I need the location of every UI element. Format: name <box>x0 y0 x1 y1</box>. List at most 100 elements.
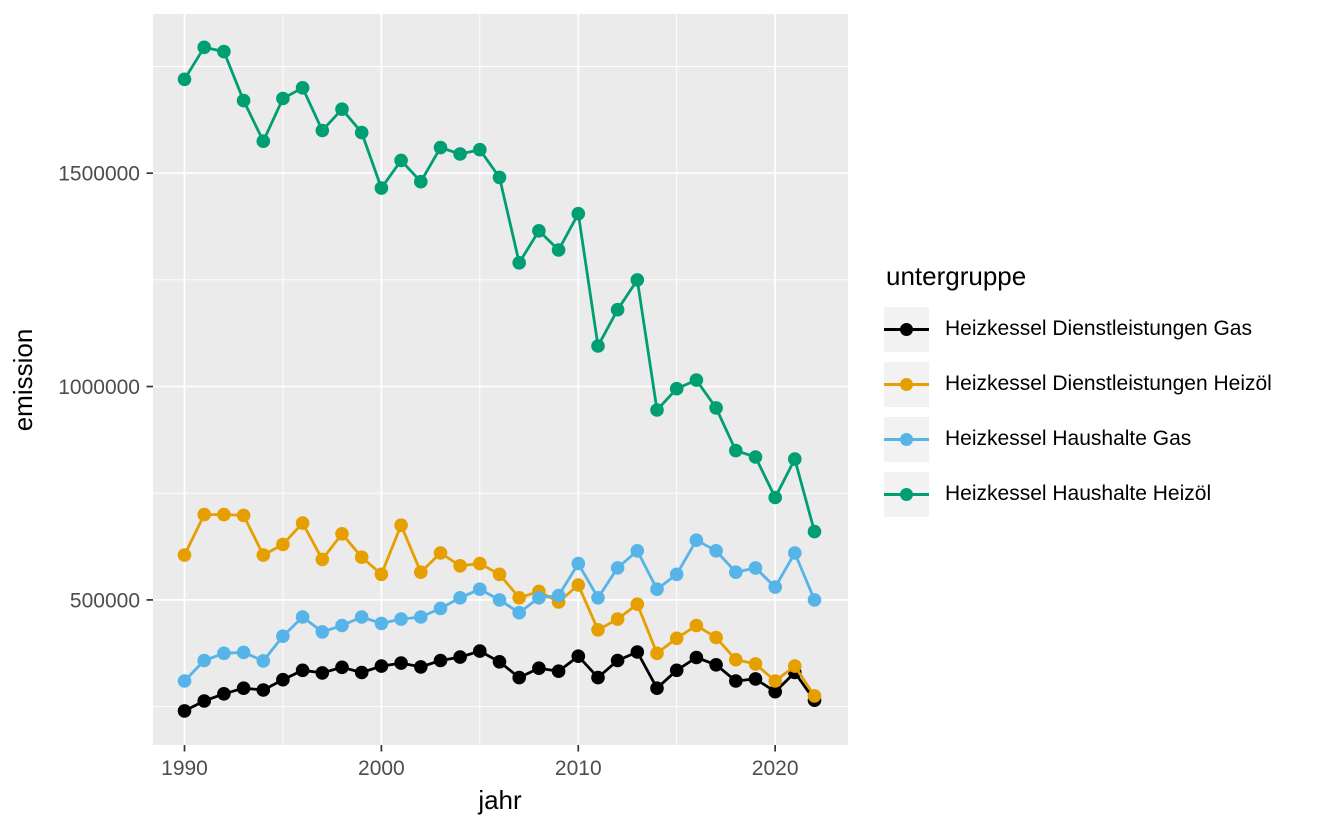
data-point <box>433 653 448 668</box>
x-tick-label: 1990 <box>161 757 208 780</box>
x-tick-label: 2020 <box>752 757 799 780</box>
data-point <box>532 661 546 675</box>
data-point <box>453 147 467 161</box>
legend-key-dot <box>900 377 913 391</box>
axis-labels: 1990 2000 2010 2020 500000 1000000 1500000 <box>58 163 798 780</box>
data-point <box>197 507 211 522</box>
legend-item-label: Heizkessel Dienstleistungen Heizöl <box>945 372 1272 396</box>
data-point <box>197 40 211 55</box>
data-point <box>532 224 546 238</box>
data-point <box>374 567 389 582</box>
data-point <box>551 243 566 257</box>
data-point <box>335 102 349 116</box>
legend-items: Heizkessel Dienstleistungen Gas Heizkesse… <box>884 306 1324 517</box>
legend-key-dot <box>900 322 913 336</box>
data-point <box>256 683 271 697</box>
data-point <box>197 653 211 668</box>
legend: untergruppe Heizkessel Dienstleistungen … <box>884 262 1324 527</box>
data-point <box>236 645 251 660</box>
legend-key <box>884 471 929 517</box>
data-point <box>768 674 782 688</box>
data-point <box>315 666 330 680</box>
data-point <box>610 561 625 575</box>
data-point <box>197 694 211 708</box>
data-point <box>492 170 507 185</box>
data-point <box>669 381 684 396</box>
data-point <box>177 674 192 688</box>
data-point <box>177 704 192 718</box>
data-point <box>768 490 782 505</box>
data-point <box>650 681 664 695</box>
data-point <box>768 684 782 699</box>
data-point <box>591 623 605 637</box>
data-point <box>571 206 586 221</box>
data-point <box>571 649 586 663</box>
data-point <box>512 605 526 620</box>
legend-item: Heizkessel Dienstleistungen Heizöl <box>884 361 1324 407</box>
data-point <box>217 44 231 59</box>
data-point <box>748 561 763 575</box>
data-point <box>473 582 487 596</box>
data-point <box>374 616 389 631</box>
data-point <box>709 544 723 558</box>
legend-key <box>884 306 929 352</box>
data-point <box>512 670 526 685</box>
legend-key-dot <box>900 432 913 446</box>
legend-item-label: Heizkessel Haushalte Heizöl <box>945 482 1212 506</box>
data-point <box>630 544 645 558</box>
data-point <box>177 72 192 87</box>
data-point <box>433 601 448 616</box>
data-point <box>788 546 802 560</box>
series-heizkessel-haushalte-gas <box>177 533 822 688</box>
data-point <box>335 618 349 633</box>
data-point <box>473 142 487 157</box>
data-point <box>630 645 645 659</box>
legend-item-label: Heizkessel Haushalte Gas <box>945 427 1192 451</box>
data-point <box>571 556 586 571</box>
y-tick-label: 1000000 <box>58 376 140 399</box>
data-point <box>315 123 330 138</box>
data-point <box>650 582 664 596</box>
data-point <box>256 548 271 562</box>
data-point <box>453 650 467 664</box>
data-point <box>473 644 487 658</box>
data-point <box>433 546 448 560</box>
legend-title: untergruppe <box>886 261 1027 291</box>
series-heizkessel-dienstleistungen-heiz-l <box>177 507 822 703</box>
data-series <box>177 40 822 718</box>
legend-item: Heizkessel Dienstleistungen Gas <box>884 306 1324 352</box>
data-point <box>276 629 290 643</box>
series-heizkessel-haushalte-heiz-l <box>177 40 822 539</box>
data-point <box>374 181 389 195</box>
series-heizkessel-dienstleistungen-gas <box>177 644 822 718</box>
data-point <box>394 153 408 168</box>
data-point <box>236 508 251 523</box>
data-point <box>748 672 763 686</box>
data-point <box>414 565 428 579</box>
data-point <box>236 681 251 695</box>
data-point <box>295 663 310 678</box>
data-point <box>295 81 310 95</box>
legend-item-label: Heizkessel Dienstleistungen Gas <box>945 317 1252 341</box>
data-point <box>610 653 625 668</box>
data-point <box>669 631 684 646</box>
axis-ticks <box>146 172 777 752</box>
data-point <box>630 597 645 611</box>
data-point <box>335 660 349 675</box>
data-point <box>571 578 586 592</box>
data-point <box>689 373 704 387</box>
data-point <box>354 550 369 564</box>
data-point <box>610 612 625 626</box>
data-point <box>217 646 231 661</box>
x-axis-title: jahr <box>477 785 522 815</box>
plot-panel <box>153 14 848 745</box>
y-tick-label: 1500000 <box>58 163 140 186</box>
data-point <box>807 593 822 607</box>
data-point <box>295 516 310 530</box>
data-point <box>256 654 271 668</box>
data-point <box>650 646 664 661</box>
data-point <box>729 565 743 579</box>
data-point <box>315 625 330 639</box>
data-point <box>492 593 507 607</box>
